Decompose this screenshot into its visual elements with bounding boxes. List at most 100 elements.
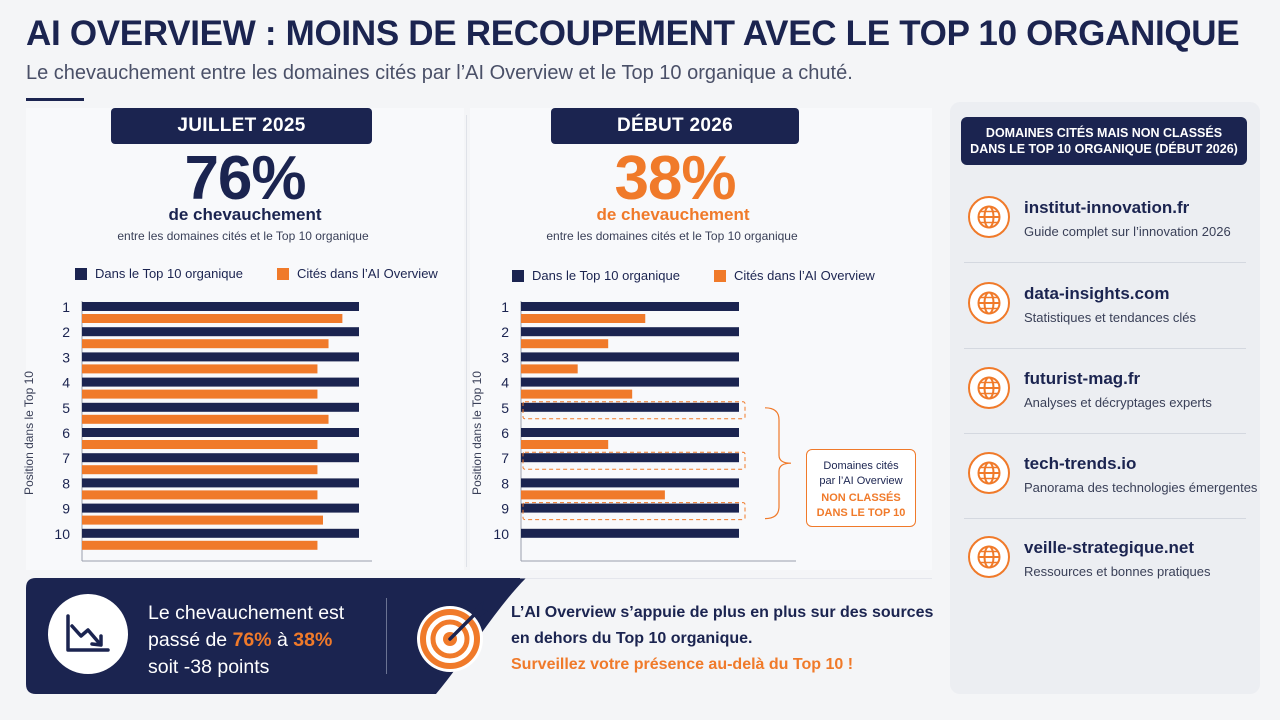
- bottom-divider: [386, 598, 387, 674]
- globe-icon: [968, 536, 1010, 578]
- tick-label: 7: [501, 450, 509, 466]
- bar-ai-overview: [82, 314, 343, 323]
- bar-ai-overview: [521, 314, 646, 323]
- bar-organic: [82, 478, 359, 488]
- bar-organic: [521, 377, 739, 387]
- site-divider: [964, 262, 1246, 263]
- tick-label: 7: [62, 450, 70, 466]
- bottom-summary: Le chevauchement est passé de 76% à 38% …: [148, 600, 344, 681]
- site-item: futurist-mag.fr Analyses et décryptages e…: [964, 367, 1254, 437]
- trend-down-icon: [48, 594, 128, 674]
- bar-organic: [521, 402, 739, 412]
- summary-line1: Le chevauchement est: [148, 602, 345, 624]
- tick-label: 6: [501, 425, 509, 441]
- legend-label-ai: Cités dans l’AI Overview: [296, 266, 438, 281]
- not-ranked-bracket: [764, 407, 792, 520]
- bar-organic: [82, 453, 359, 463]
- globe-icon: [968, 196, 1010, 238]
- callout-line1: Domaines cités: [823, 460, 899, 472]
- bar-ai-overview: [521, 364, 578, 374]
- site-domain: data-insights.com: [1024, 284, 1170, 303]
- overlap-label-left: de chevauchement: [168, 205, 322, 224]
- legend-label-organic: Dans le Top 10 organique: [532, 268, 680, 283]
- site-domain: futurist-mag.fr: [1024, 369, 1141, 388]
- message-line1: L’AI Overview s’appuie de plus en plus s…: [511, 604, 934, 621]
- bar-organic: [82, 528, 359, 538]
- tick-label: 10: [493, 526, 509, 542]
- bar-organic: [521, 352, 739, 362]
- tick-label: 8: [62, 475, 70, 491]
- callout-line3: NON CLASSÉS: [821, 492, 901, 504]
- site-item: institut-innovation.fr Guide complet sur …: [964, 196, 1254, 266]
- bar-ai-overview: [82, 515, 323, 525]
- legend-label-organic: Dans le Top 10 organique: [95, 266, 243, 281]
- tick-label: 3: [62, 349, 70, 365]
- not-ranked-slot: [522, 401, 746, 420]
- period-badge-left: JUILLET 2025: [111, 108, 372, 144]
- site-description: Ressources et bonnes pratiques: [1024, 564, 1211, 579]
- panel-divider: [466, 115, 467, 567]
- target-icon: [417, 601, 488, 672]
- legend-swatch-organic: [75, 267, 87, 280]
- legend-swatch-organic: [512, 269, 524, 282]
- summary-from-pct: 76%: [232, 629, 272, 651]
- bar-organic: [82, 302, 359, 311]
- period-badge-right: DÉBUT 2026: [551, 108, 799, 144]
- bar-ai-overview: [82, 465, 318, 475]
- legend-swatch-ai: [713, 269, 726, 282]
- summary-line2-prefix: passé de: [148, 629, 233, 651]
- site-item: veille-strategique.net Ressources et bonn…: [964, 536, 1254, 606]
- site-divider: [964, 518, 1246, 519]
- bar-ai-overview: [521, 389, 633, 399]
- not-ranked-slot: [522, 502, 746, 521]
- legend-right: Dans le Top 10 organique Cités dans l’AI…: [512, 268, 875, 283]
- tick-label: 6: [62, 425, 70, 441]
- sidebar-heading-line1: DOMAINES CITÉS MAIS NON CLASSÉS: [985, 126, 1223, 140]
- tick-label: 9: [501, 501, 509, 517]
- overlap-pct-right: 38%: [614, 144, 736, 213]
- bar-ai-overview: [82, 414, 329, 424]
- tick-label: 3: [501, 349, 509, 365]
- bar-organic: [521, 453, 739, 463]
- bar-ai-overview: [521, 440, 609, 449]
- page-title: AI OVERVIEW : MOINS DE RECOUPEMENT AVEC …: [26, 14, 1240, 53]
- bar-organic: [521, 503, 739, 513]
- bar-ai-overview: [82, 389, 318, 399]
- overlap-pct-left: 76%: [184, 144, 306, 213]
- overlap-sub-left: entre les domaines cités et le Top 10 or…: [117, 229, 369, 243]
- bottom-message: L’AI Overview s’appuie de plus en plus s…: [511, 600, 933, 678]
- legend-left: Dans le Top 10 organique Cités dans l’AI…: [75, 266, 438, 281]
- site-domain: tech-trends.io: [1024, 454, 1137, 473]
- bar-ai-overview: [82, 364, 318, 374]
- site-divider: [964, 433, 1246, 434]
- tick-label: 2: [62, 324, 70, 340]
- bar-organic: [521, 528, 739, 538]
- tick-label: 5: [501, 400, 509, 416]
- chart-juillet-2025: Position dans le Top 10 1 2 3 4 5 6 7 8 9 10: [22, 299, 372, 562]
- chart-debut-2026: Position dans le Top 10 1 2 3 4 5 6 7 8 9 10: [470, 299, 796, 562]
- callout-line4: DANS LE TOP 10: [816, 507, 906, 519]
- bar-organic: [82, 377, 359, 387]
- bottom-banner: [26, 578, 932, 694]
- page-subtitle: Le chevauchement entre les domaines cité…: [26, 62, 853, 84]
- tick-label: 4: [501, 375, 509, 391]
- bar-ai-overview: [82, 440, 318, 449]
- tick-label: 8: [501, 475, 509, 491]
- site-item: data-insights.com Statistiques et tendanc…: [964, 282, 1254, 352]
- tick-label: 9: [62, 501, 70, 517]
- bar-ai-overview: [521, 339, 609, 349]
- site-domain: veille-strategique.net: [1024, 538, 1195, 557]
- bar-organic: [82, 352, 359, 362]
- site-description: Panorama des technologies émergentes: [1024, 480, 1258, 495]
- title-underline: [26, 98, 84, 101]
- site-domain: institut-innovation.fr: [1024, 198, 1190, 217]
- sidebar-heading: DOMAINES CITÉS MAIS NON CLASSÉS DANS LE …: [961, 117, 1247, 165]
- bar-organic: [521, 428, 739, 437]
- bar-organic: [521, 302, 739, 311]
- site-divider: [964, 348, 1246, 349]
- site-description: Guide complet sur l’innovation 2026: [1024, 224, 1231, 239]
- overlap-sub-right: entre les domaines cités et le Top 10 or…: [546, 229, 798, 243]
- message-line2: en dehors du Top 10 organique.: [511, 630, 753, 647]
- globe-icon: [968, 367, 1010, 409]
